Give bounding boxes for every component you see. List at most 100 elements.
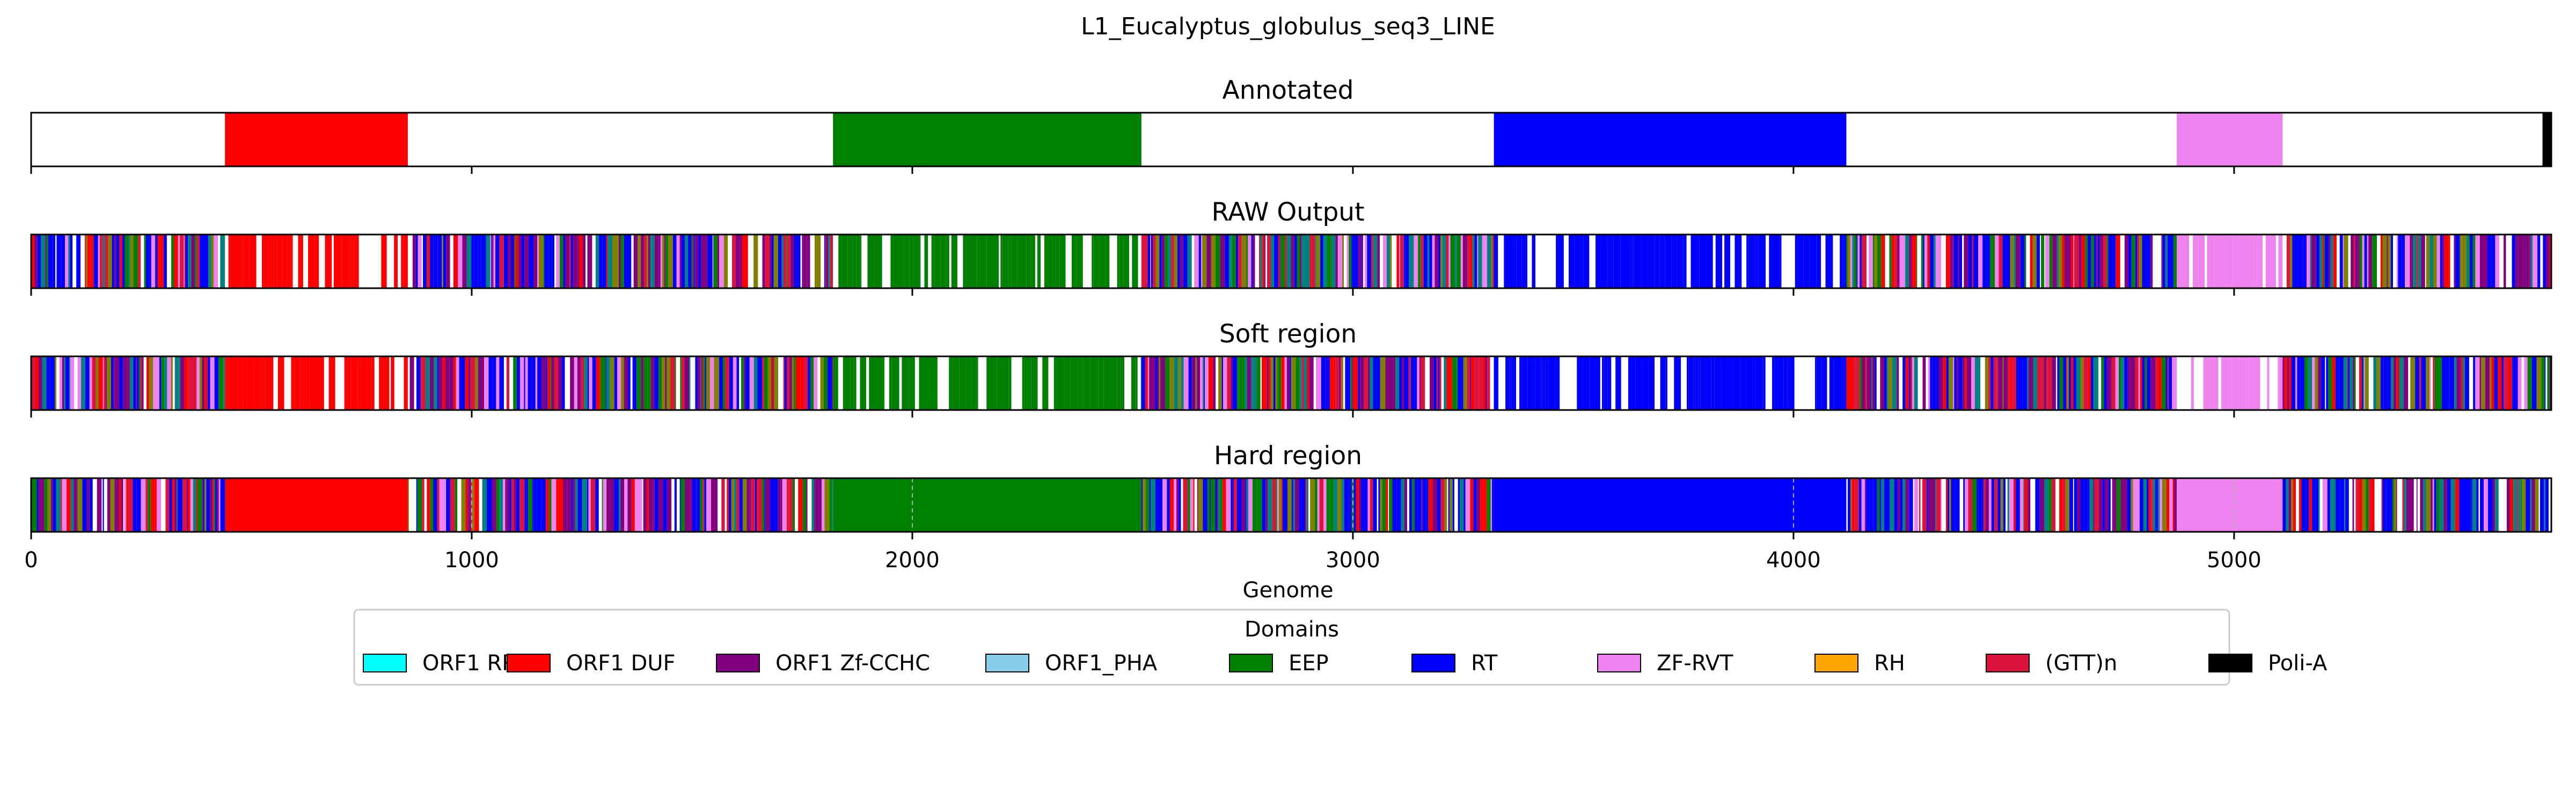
stripe: [1181, 356, 1184, 410]
stripe: [610, 478, 614, 532]
stripe: [502, 478, 506, 532]
stripe: [730, 478, 731, 532]
stripe: [496, 356, 500, 410]
stripe: [695, 356, 698, 410]
stripe: [1698, 356, 1701, 410]
stripe: [643, 235, 647, 288]
stripe: [2544, 478, 2545, 532]
stripe: [620, 235, 624, 288]
stripe: [333, 235, 336, 288]
stripe: [2415, 356, 2419, 410]
stripe: [1980, 235, 1983, 288]
stripe: [1465, 478, 1470, 532]
stripe: [618, 235, 621, 288]
stripe: [1278, 235, 1280, 288]
stripe: [1498, 235, 1504, 288]
stripe: [636, 356, 641, 410]
stripe: [70, 356, 75, 410]
stripe: [56, 478, 61, 532]
stripe: [524, 235, 529, 288]
stripe: [1441, 356, 1444, 410]
stripe: [1485, 235, 1488, 288]
stripe: [335, 356, 339, 410]
stripe: [1458, 478, 1460, 532]
stripe: [624, 478, 628, 532]
stripe: [1157, 356, 1159, 410]
stripe: [2062, 478, 2066, 532]
stripe: [587, 235, 592, 288]
stripe: [37, 235, 41, 288]
stripe: [914, 356, 919, 410]
stripe: [841, 235, 848, 288]
stripe: [119, 356, 123, 410]
stripe: [2040, 235, 2041, 288]
stripe: [2523, 235, 2526, 288]
stripe: [1305, 478, 1307, 532]
stripe: [814, 356, 818, 410]
stripe: [809, 356, 811, 410]
segment-zf-rvt: [2177, 478, 2283, 532]
stripe: [582, 478, 584, 532]
stripe: [1463, 356, 1466, 410]
stripe: [2066, 356, 2067, 410]
stripe: [1988, 478, 1992, 532]
stripe: [1665, 356, 1667, 410]
stripe: [1103, 356, 1110, 410]
stripe: [1331, 235, 1336, 288]
stripe: [2282, 235, 2287, 288]
stripe: [383, 356, 390, 410]
stripe: [1607, 356, 1612, 410]
stripe: [2140, 356, 2142, 410]
panel-title-raw-output: RAW Output: [1211, 197, 1364, 227]
stripe: [2218, 356, 2221, 410]
stripe: [2381, 478, 2383, 532]
stripe: [479, 478, 481, 532]
stripe: [2295, 478, 2299, 532]
stripe: [2002, 356, 2004, 410]
stripe: [1211, 478, 1216, 532]
stripe: [155, 478, 157, 532]
stripe: [1655, 235, 1660, 288]
stripe: [419, 356, 421, 410]
stripe: [184, 356, 188, 410]
stripe: [44, 478, 48, 532]
stripe: [1780, 235, 1782, 288]
stripe: [469, 478, 471, 532]
stripe: [883, 356, 885, 410]
segment-mixed: [1846, 478, 2177, 532]
stripe: [1635, 356, 1642, 410]
stripe: [770, 478, 775, 532]
stripe: [1217, 478, 1218, 532]
stripe: [558, 356, 562, 410]
stripe: [381, 235, 387, 288]
stripe: [1834, 356, 1842, 410]
stripe: [2456, 356, 2461, 410]
stripe: [1923, 235, 1924, 288]
stripe: [1346, 235, 1349, 288]
stripe: [1552, 235, 1556, 288]
stripe: [445, 356, 450, 410]
stripe: [1291, 356, 1296, 410]
stripe: [1236, 478, 1242, 532]
stripe: [137, 356, 139, 410]
stripe: [786, 235, 788, 288]
stripe: [1169, 356, 1174, 410]
stripe: [1239, 356, 1243, 410]
stripe: [1527, 235, 1530, 288]
stripe: [2436, 478, 2440, 532]
stripe: [1160, 356, 1166, 410]
stripe: [2494, 356, 2498, 410]
stripe: [2041, 235, 2045, 288]
stripe: [2246, 356, 2249, 410]
stripe: [1879, 478, 1882, 532]
stripe: [442, 356, 445, 410]
stripe: [1301, 235, 1306, 288]
stripe: [2020, 235, 2025, 288]
stripe: [2124, 235, 2128, 288]
stripe: [459, 356, 462, 410]
stripe: [2044, 356, 2047, 410]
stripe: [486, 478, 488, 532]
stripe: [569, 235, 571, 288]
stripe: [665, 235, 669, 288]
stripe: [1546, 235, 1553, 288]
